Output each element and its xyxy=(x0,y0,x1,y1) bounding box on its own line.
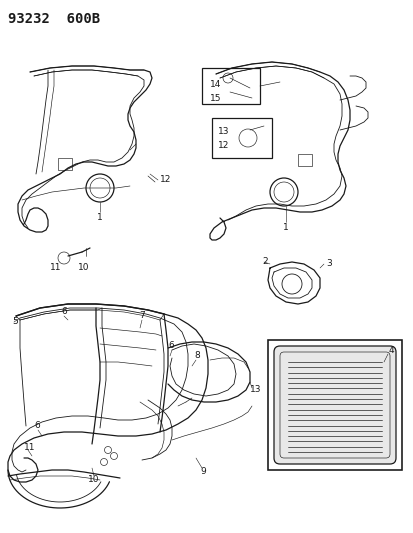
Text: 7: 7 xyxy=(139,311,145,320)
Text: 5: 5 xyxy=(12,318,18,327)
Text: 4: 4 xyxy=(387,346,393,355)
FancyBboxPatch shape xyxy=(273,346,395,464)
Bar xyxy=(297,154,311,166)
Text: 2: 2 xyxy=(262,257,267,266)
Bar xyxy=(211,118,271,158)
Text: 11: 11 xyxy=(24,443,36,453)
Text: 6: 6 xyxy=(61,308,67,317)
Text: 13: 13 xyxy=(249,385,261,394)
Text: 9: 9 xyxy=(199,467,205,477)
Text: 10: 10 xyxy=(88,475,100,484)
Bar xyxy=(202,68,259,104)
Text: 3: 3 xyxy=(325,260,331,269)
Bar xyxy=(267,340,401,470)
Text: 1: 1 xyxy=(97,214,102,222)
Text: 13: 13 xyxy=(218,127,229,136)
Text: 1: 1 xyxy=(282,223,288,232)
Text: 8: 8 xyxy=(194,351,199,360)
Text: 14: 14 xyxy=(209,80,221,89)
Bar xyxy=(58,158,72,170)
Text: 6: 6 xyxy=(34,422,40,431)
Text: 11: 11 xyxy=(50,263,62,272)
Text: 12: 12 xyxy=(218,141,229,150)
Text: 6: 6 xyxy=(168,342,173,351)
Text: 15: 15 xyxy=(209,94,221,103)
Text: 12: 12 xyxy=(159,175,171,184)
Text: 93232  600B: 93232 600B xyxy=(8,12,100,26)
Text: 10: 10 xyxy=(78,263,90,272)
